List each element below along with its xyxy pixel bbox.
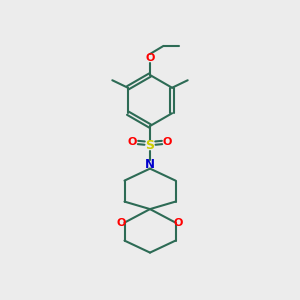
Text: O: O [145,53,155,64]
Text: O: O [163,137,172,147]
Text: O: O [117,218,126,228]
Text: O: O [128,137,137,147]
Text: S: S [146,139,154,152]
Text: N: N [145,158,155,171]
Text: O: O [174,218,183,228]
